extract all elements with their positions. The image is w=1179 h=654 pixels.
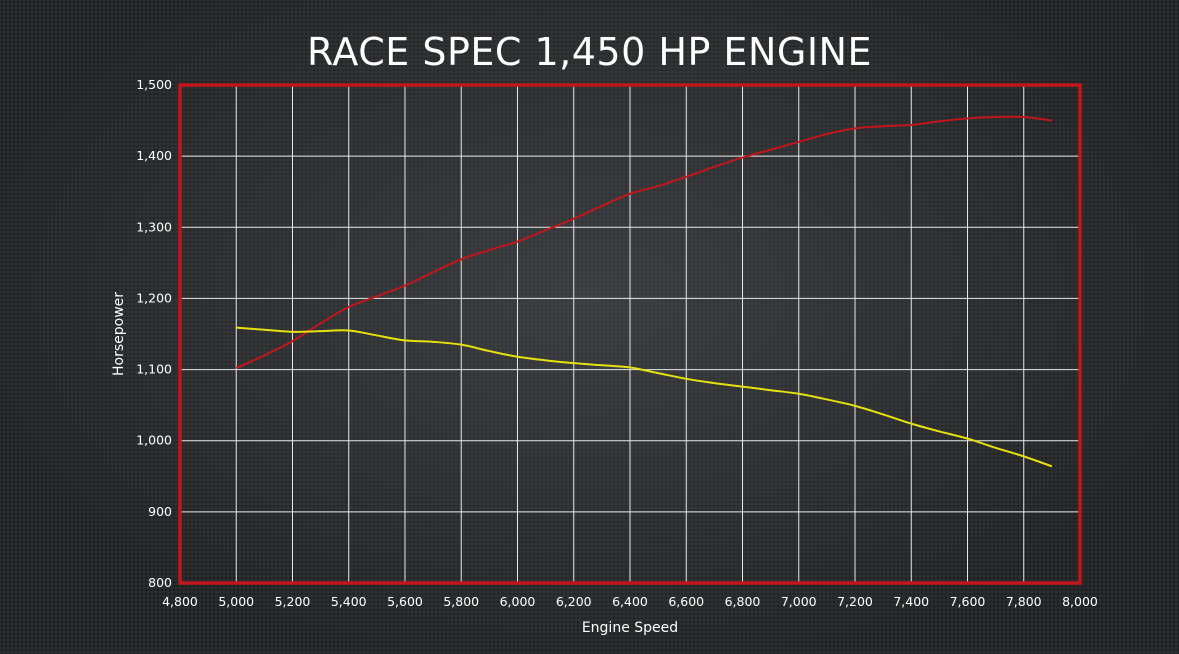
x-tick-labels: 4,800 5,000 5,200 5,400 5,600 5,800 6,000 6,200…	[162, 594, 1098, 609]
y-tick-labels: 800 900 1,000 1,100 1,200 1,300 1,400 1,500	[136, 77, 172, 590]
series-line-1	[235, 115, 1053, 370]
x-tick-label: 7,200	[837, 594, 873, 609]
x-tick-label: 7,400	[893, 594, 929, 609]
plot-frame	[178, 83, 1082, 585]
y-tick-label: 1,100	[136, 362, 172, 377]
x-axis-label: Engine Speed	[582, 620, 678, 636]
grid-lines	[179, 84, 1081, 584]
y-tick-label: 1,200	[136, 290, 172, 305]
x-tick-label: 5,000	[218, 594, 254, 609]
y-tick-label: 1,000	[136, 433, 172, 448]
y-tick-label: 1,300	[136, 219, 172, 234]
x-tick-label: 5,200	[275, 594, 311, 609]
y-axis-label: Horsepower	[111, 292, 127, 376]
y-tick-label: 900	[148, 504, 172, 519]
x-tick-label: 6,600	[668, 594, 704, 609]
x-tick-label: 5,800	[443, 594, 479, 609]
chart-title: RACE SPEC 1,450 HP ENGINE	[307, 30, 872, 74]
x-tick-label: 7,600	[950, 594, 986, 609]
series-line-2	[236, 326, 1053, 468]
x-tick-label: 6,800	[725, 594, 761, 609]
x-tick-label: 7,000	[781, 594, 817, 609]
x-tick-label: 8,000	[1062, 594, 1098, 609]
x-tick-label: 6,400	[612, 594, 648, 609]
series-lines	[235, 115, 1053, 468]
y-tick-label: 1,500	[136, 77, 172, 92]
x-tick-label: 6,200	[556, 594, 592, 609]
y-tick-label: 1,400	[136, 148, 172, 163]
x-tick-label: 6,000	[500, 594, 536, 609]
x-tick-label: 5,400	[331, 594, 367, 609]
x-tick-label: 5,600	[387, 594, 423, 609]
y-tick-label: 800	[148, 575, 172, 590]
x-tick-label: 7,800	[1006, 594, 1042, 609]
x-tick-label: 4,800	[162, 594, 198, 609]
